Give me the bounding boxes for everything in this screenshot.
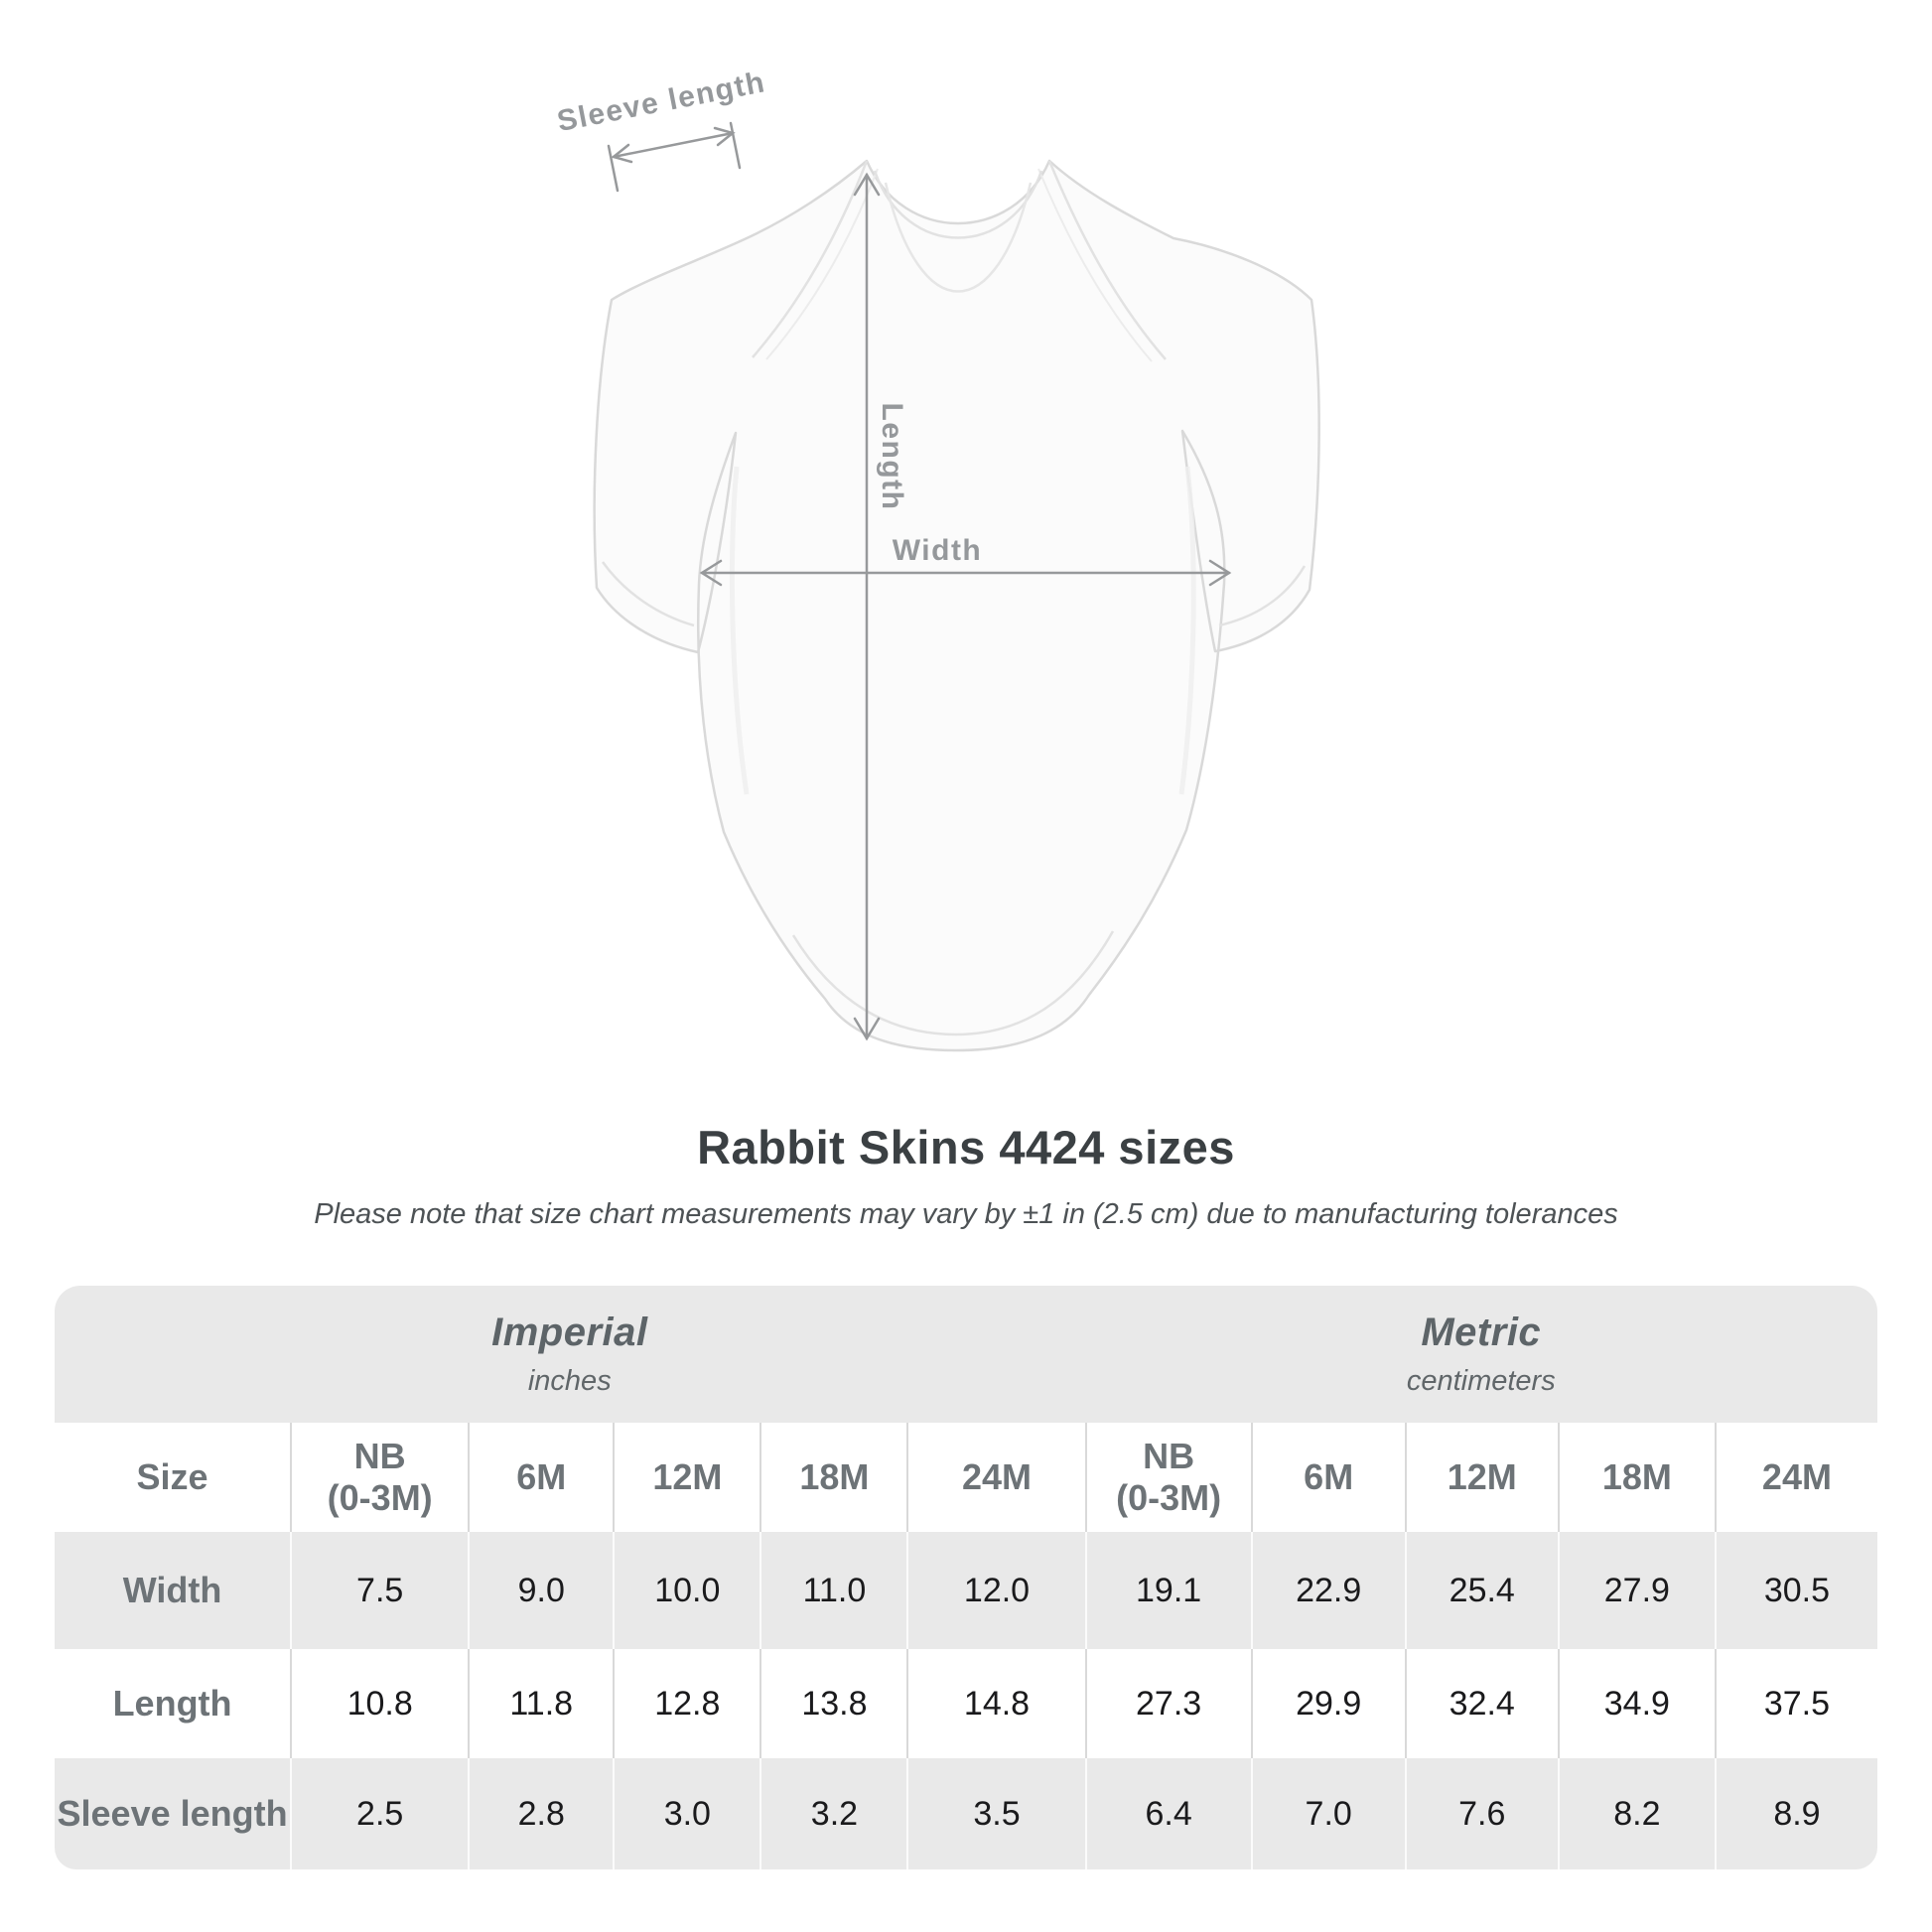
- length-arrow: [853, 172, 881, 1041]
- value-cell: 37.5: [1714, 1649, 1877, 1758]
- value-cell: 13.8: [759, 1649, 907, 1758]
- value-cell: 3.2: [759, 1758, 907, 1869]
- value-cell: 3.5: [906, 1758, 1085, 1869]
- tolerance-note: Please note that size chart measurements…: [314, 1198, 1618, 1230]
- value-cell: 9.0: [468, 1532, 614, 1649]
- right-cuff-hem: [1218, 565, 1307, 627]
- sleeve-length-label: Sleeve length: [555, 66, 768, 138]
- column-header-metric: 6M: [1250, 1423, 1405, 1532]
- dimension-annotations: [607, 121, 1232, 1041]
- metric-section-header: Metric centimeters: [1084, 1286, 1877, 1423]
- column-header-imperial: 12M: [613, 1423, 760, 1532]
- title-block: Rabbit Skins 4424 sizes Please note that…: [0, 1120, 1932, 1231]
- size-table: Imperial inches Metric centimeters Size N…: [55, 1286, 1877, 1869]
- column-header-imperial: 6M: [468, 1423, 614, 1532]
- value-cell: 8.9: [1714, 1758, 1877, 1869]
- collar-inner-curve: [884, 182, 1033, 293]
- imperial-label: Imperial: [491, 1311, 648, 1354]
- value-cell: 32.4: [1404, 1649, 1558, 1758]
- bodysuit-silhouette: [593, 159, 1320, 1052]
- value-cell: 3.0: [613, 1758, 760, 1869]
- value-cell: 7.5: [290, 1532, 469, 1649]
- width-label: Width: [893, 534, 983, 567]
- bodysuit-diagram: Sleeve length Length Width: [555, 66, 1320, 1052]
- bodysuit-illustration: [593, 159, 1320, 1052]
- value-cell: 7.0: [1250, 1758, 1405, 1869]
- value-cell: 2.8: [468, 1758, 614, 1869]
- value-cell: 10.0: [613, 1532, 760, 1649]
- page-title: Rabbit Skins 4424 sizes: [697, 1121, 1235, 1173]
- value-cell: 6.4: [1084, 1758, 1251, 1869]
- metric-label: Metric: [1421, 1311, 1542, 1354]
- value-cell: 30.5: [1714, 1532, 1877, 1649]
- row-label: Sleeve length: [55, 1758, 291, 1869]
- value-cell: 25.4: [1404, 1532, 1558, 1649]
- right-fold-shade: [1178, 466, 1196, 795]
- sleeve-length-arrow: [607, 121, 742, 193]
- value-cell: 19.1: [1084, 1532, 1251, 1649]
- value-cell: 8.2: [1557, 1758, 1715, 1869]
- column-header-metric: 24M: [1714, 1423, 1877, 1532]
- length-label: Length: [876, 403, 908, 511]
- metric-unit-label: centimeters: [1406, 1365, 1556, 1397]
- column-header-imperial: 24M: [906, 1423, 1085, 1532]
- column-header-imperial: 18M: [759, 1423, 907, 1532]
- imperial-section-header: Imperial inches: [55, 1286, 1085, 1423]
- left-shoulder-seam: [752, 160, 869, 358]
- column-header-imperial: NB (0-3M): [290, 1423, 469, 1532]
- width-arrow: [699, 559, 1232, 587]
- value-cell: 14.8: [906, 1649, 1085, 1758]
- value-cell: 11.8: [468, 1649, 614, 1758]
- right-shoulder-seam: [1047, 160, 1167, 360]
- row-label: Length: [55, 1649, 291, 1758]
- left-fold-shade: [729, 466, 750, 795]
- value-cell: 34.9: [1557, 1649, 1715, 1758]
- row-label: Width: [55, 1532, 291, 1649]
- imperial-unit-label: inches: [527, 1365, 612, 1397]
- value-cell: 27.9: [1557, 1532, 1715, 1649]
- value-cell: 12.8: [613, 1649, 760, 1758]
- column-header-size: Size: [55, 1423, 291, 1532]
- value-cell: 10.8: [290, 1649, 469, 1758]
- value-cell: 11.0: [759, 1532, 907, 1649]
- column-header-metric: NB (0-3M): [1084, 1423, 1251, 1532]
- value-cell: 29.9: [1250, 1649, 1405, 1758]
- value-cell: 12.0: [906, 1532, 1085, 1649]
- value-cell: 2.5: [290, 1758, 469, 1869]
- column-header-metric: 12M: [1404, 1423, 1558, 1532]
- value-cell: 22.9: [1250, 1532, 1405, 1649]
- left-cuff-hem: [601, 561, 695, 627]
- value-cell: 27.3: [1084, 1649, 1251, 1758]
- column-header-metric: 18M: [1557, 1423, 1715, 1532]
- right-shoulder-stitch: [1037, 168, 1153, 362]
- crotch-flap-seam: [791, 930, 1115, 1036]
- value-cell: 7.6: [1404, 1758, 1558, 1869]
